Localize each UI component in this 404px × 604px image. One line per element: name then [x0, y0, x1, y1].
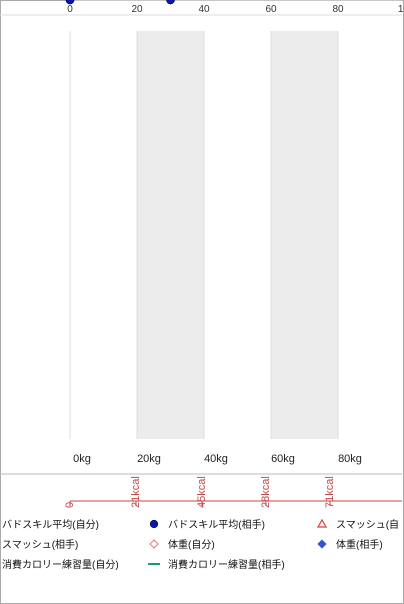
- y-tick-label: 2021/12/29: [2, 0, 57, 3]
- y-tick-label: 2025/12/28: [2, 0, 57, 3]
- x-top-tick-label: 0: [67, 4, 73, 15]
- legend-label-7: 消費カロリー練習量(相手): [168, 558, 285, 571]
- y-tick-label: 2015/12/31: [2, 0, 57, 3]
- legend-symbol-5: [317, 539, 327, 549]
- legend-label-6: 消費カロリー練習量(自分): [2, 558, 119, 571]
- legend-symbol-1: [149, 519, 159, 529]
- x-bottom-tick-label: 60kg: [271, 453, 295, 465]
- series-1-point: [166, 0, 175, 5]
- x-top-tick-label: 80: [332, 4, 344, 15]
- legend-symbol-2: [316, 518, 328, 528]
- x-top-tick-label: 10: [398, 4, 404, 15]
- legend-label-1: バドスキル平均(相手): [168, 518, 265, 531]
- x-bottom-tick-label: 20kg: [137, 453, 161, 465]
- kcal-tick-label: 28kcal: [260, 476, 272, 508]
- legend-label-0: バドスキル平均(自分): [2, 518, 99, 531]
- x-bottom-tick-label: 0kg: [73, 453, 91, 465]
- x-bottom-tick-label: 40kg: [204, 453, 228, 465]
- legend-symbol-4: [149, 539, 159, 549]
- y-tick-label: 2013/12/31: [2, 0, 57, 3]
- kcal-tick-label: 0: [64, 502, 76, 508]
- kcal-tick-label: 45kcal: [196, 476, 208, 508]
- legend-label-2: スマッシュ(自: [336, 518, 399, 531]
- y-tick-label: 2010/01/01: [2, 0, 57, 3]
- x-top-tick-label: 60: [265, 4, 277, 15]
- x-bottom-tick-label: 80kg: [338, 453, 362, 465]
- legend-label-4: 体重(自分): [168, 538, 215, 551]
- legend-label-5: 体重(相手): [336, 538, 383, 551]
- x-top-tick-label: 20: [131, 4, 143, 15]
- x-top-tick-label: 40: [198, 4, 210, 15]
- y-tick-label: 2023/12/29: [2, 0, 57, 3]
- shaded-band-1: [271, 31, 338, 439]
- legend-label-3: スマッシュ(相手): [2, 538, 78, 551]
- kcal-tick-label: 21kcal: [130, 476, 142, 508]
- kcal-tick-label: 71kcal: [324, 476, 336, 508]
- y-tick-label: 2012/01/01: [2, 0, 57, 3]
- y-tick-label: 2019/12/30: [2, 0, 57, 3]
- shaded-band-0: [137, 31, 204, 439]
- y-tick-label: 2017/12/30: [2, 0, 57, 3]
- series-1-point: [65, 0, 75, 5]
